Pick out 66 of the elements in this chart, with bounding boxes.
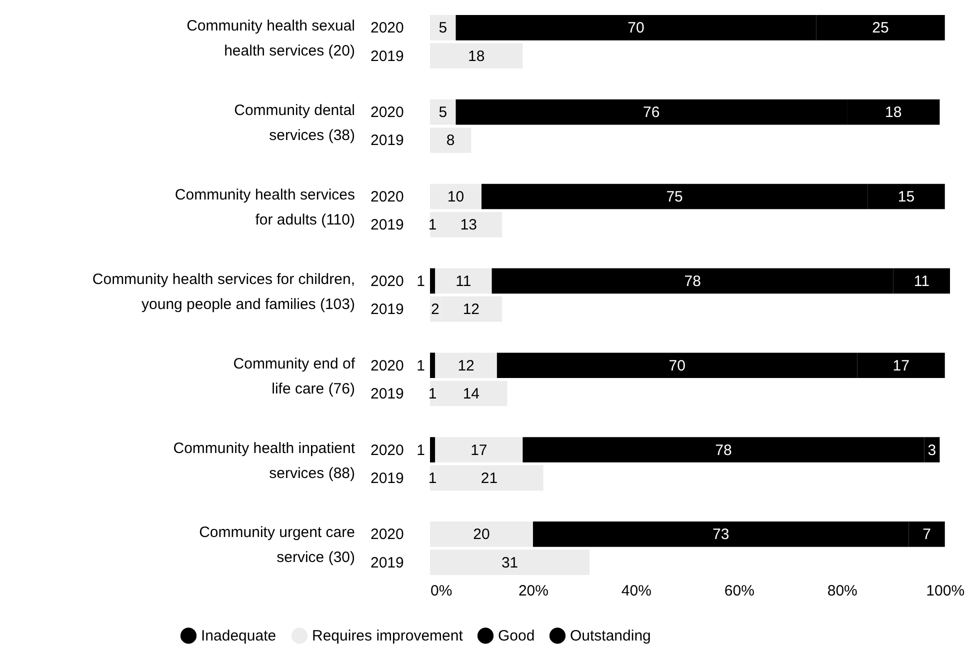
- data-label: 15: [898, 188, 915, 206]
- y-tick-label: 2019: [370, 470, 404, 487]
- y-tick-label: 2020: [370, 104, 404, 122]
- y-tick-label: 2019: [370, 554, 404, 572]
- data-label: 5: [438, 20, 448, 37]
- y-tick-label: 2020: [370, 188, 404, 206]
- y-tick-label: 2019: [370, 216, 404, 234]
- data-label: 14: [462, 385, 480, 402]
- text: Community urgent care service (30): [199, 524, 355, 566]
- x-tick-label: 40%: [621, 582, 652, 600]
- y-tick-label: 2019: [370, 301, 404, 318]
- y-tick-label: 2020: [370, 20, 404, 37]
- data-label: 75: [666, 188, 683, 206]
- data-label: 3: [928, 442, 936, 459]
- data-label: 70: [668, 357, 686, 374]
- x-tick-label: 100%: [926, 582, 965, 600]
- text: Community health inpatient services (88): [173, 440, 356, 482]
- data-label: 70: [628, 20, 644, 37]
- y-tick-label: 2020: [370, 442, 404, 459]
- data-label: 17: [470, 442, 488, 459]
- y-tick-label: 2020: [370, 272, 404, 290]
- data-label: 76: [643, 104, 660, 122]
- data-label: 1: [416, 272, 425, 290]
- legend-label: Requires improvement: [312, 628, 464, 645]
- data-label: 78: [684, 272, 701, 290]
- data-label: 11: [914, 272, 930, 290]
- y-tick-label: 2020: [370, 357, 404, 374]
- data-label: 20: [473, 526, 490, 544]
- data-label: 11: [456, 272, 472, 290]
- legend-label: Good: [498, 628, 535, 645]
- text: Community health services for adults (110): [174, 186, 355, 229]
- y-tick-label: 2019: [370, 48, 404, 65]
- data-label: 1: [428, 470, 437, 487]
- data-label: 18: [885, 104, 902, 122]
- data-label: 17: [892, 357, 910, 374]
- data-label: 78: [715, 442, 732, 459]
- text: Community health services for children, young people and families (103): [92, 270, 355, 313]
- data-label: 21: [480, 470, 498, 487]
- data-label: 31: [501, 554, 518, 572]
- data-label: 1: [416, 442, 425, 459]
- y-tick-label: 2019: [370, 385, 404, 402]
- x-tick-label: 20%: [518, 582, 548, 600]
- x-tick-label: 80%: [827, 582, 858, 600]
- text: Community health sexual health services (20): [186, 18, 355, 60]
- data-label: 10: [447, 188, 464, 206]
- legend-label: Outstanding: [570, 628, 651, 645]
- data-label: 13: [460, 216, 477, 234]
- text: Community dental services (38): [234, 102, 355, 144]
- data-label: 1: [428, 385, 437, 402]
- data-label: 12: [458, 357, 474, 374]
- x-tick-label: 0%: [430, 582, 452, 600]
- data-label: 1: [428, 216, 437, 234]
- data-label: 12: [462, 301, 480, 318]
- text: Community end of life care (76): [233, 355, 356, 398]
- data-label: 73: [712, 526, 730, 544]
- y-tick-label: 2019: [370, 132, 404, 150]
- data-label: 1: [416, 357, 425, 374]
- data-label: 25: [872, 20, 889, 37]
- y-tick-label: 2020: [370, 526, 404, 544]
- data-label: 7: [922, 526, 932, 544]
- data-label: 5: [438, 104, 448, 122]
- data-label: 2: [430, 301, 440, 318]
- legend-label: Inadequate: [201, 628, 276, 645]
- x-tick-label: 60%: [724, 582, 754, 600]
- data-label: 8: [446, 132, 455, 150]
- data-label: 18: [468, 48, 485, 65]
